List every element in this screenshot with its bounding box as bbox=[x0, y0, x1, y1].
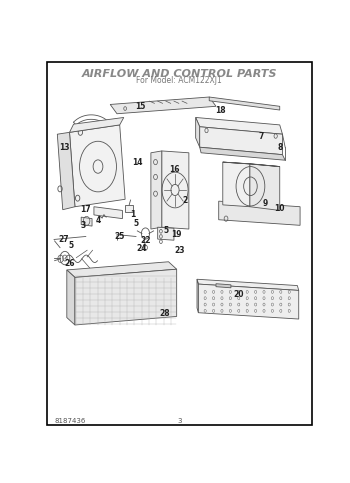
Polygon shape bbox=[70, 125, 125, 207]
Polygon shape bbox=[216, 284, 231, 288]
Polygon shape bbox=[223, 162, 250, 207]
Polygon shape bbox=[151, 151, 162, 229]
Text: 8187436: 8187436 bbox=[55, 418, 86, 425]
Text: 9: 9 bbox=[262, 199, 267, 208]
Polygon shape bbox=[196, 117, 200, 147]
Polygon shape bbox=[200, 127, 282, 155]
Text: 19: 19 bbox=[172, 230, 182, 239]
Text: 3: 3 bbox=[177, 418, 182, 425]
Text: 26: 26 bbox=[64, 259, 75, 268]
Text: 23: 23 bbox=[174, 246, 185, 255]
Text: 28: 28 bbox=[159, 309, 170, 318]
Polygon shape bbox=[75, 269, 177, 325]
Text: 5: 5 bbox=[68, 242, 74, 250]
Polygon shape bbox=[158, 227, 174, 240]
Text: 1: 1 bbox=[131, 211, 136, 219]
Text: 14: 14 bbox=[132, 157, 142, 167]
Text: 8: 8 bbox=[277, 142, 282, 152]
Text: 22: 22 bbox=[140, 237, 151, 245]
Polygon shape bbox=[67, 262, 177, 277]
Text: 5: 5 bbox=[133, 219, 139, 228]
Text: AIRFLOW AND CONTROL PARTS: AIRFLOW AND CONTROL PARTS bbox=[82, 69, 277, 79]
Text: 25: 25 bbox=[114, 232, 125, 241]
Text: 15: 15 bbox=[135, 102, 145, 111]
Text: 17: 17 bbox=[80, 205, 91, 214]
Text: 18: 18 bbox=[215, 105, 225, 114]
Bar bbox=[125, 205, 133, 213]
Polygon shape bbox=[197, 279, 299, 290]
Polygon shape bbox=[197, 279, 198, 313]
Polygon shape bbox=[162, 151, 189, 229]
Polygon shape bbox=[94, 207, 122, 219]
Polygon shape bbox=[223, 162, 280, 167]
Text: For Model: ACM122XJ1: For Model: ACM122XJ1 bbox=[136, 76, 222, 85]
Text: 5: 5 bbox=[163, 227, 168, 235]
Text: 2: 2 bbox=[182, 196, 188, 204]
Text: 3: 3 bbox=[80, 221, 86, 230]
Text: 13: 13 bbox=[59, 143, 69, 153]
Polygon shape bbox=[219, 201, 300, 225]
Polygon shape bbox=[57, 132, 75, 210]
Text: 7: 7 bbox=[258, 131, 264, 141]
Polygon shape bbox=[196, 117, 282, 134]
Text: 10: 10 bbox=[274, 204, 285, 213]
Polygon shape bbox=[209, 97, 280, 110]
Text: 27: 27 bbox=[59, 235, 69, 244]
Polygon shape bbox=[110, 97, 216, 114]
Polygon shape bbox=[250, 164, 280, 211]
Polygon shape bbox=[70, 117, 124, 132]
Text: 16: 16 bbox=[169, 165, 179, 174]
Text: 24: 24 bbox=[136, 244, 147, 253]
Polygon shape bbox=[200, 147, 285, 160]
Polygon shape bbox=[198, 284, 299, 319]
Polygon shape bbox=[81, 217, 92, 226]
Text: 4: 4 bbox=[95, 216, 101, 226]
Polygon shape bbox=[67, 270, 75, 325]
Text: 20: 20 bbox=[234, 290, 244, 299]
